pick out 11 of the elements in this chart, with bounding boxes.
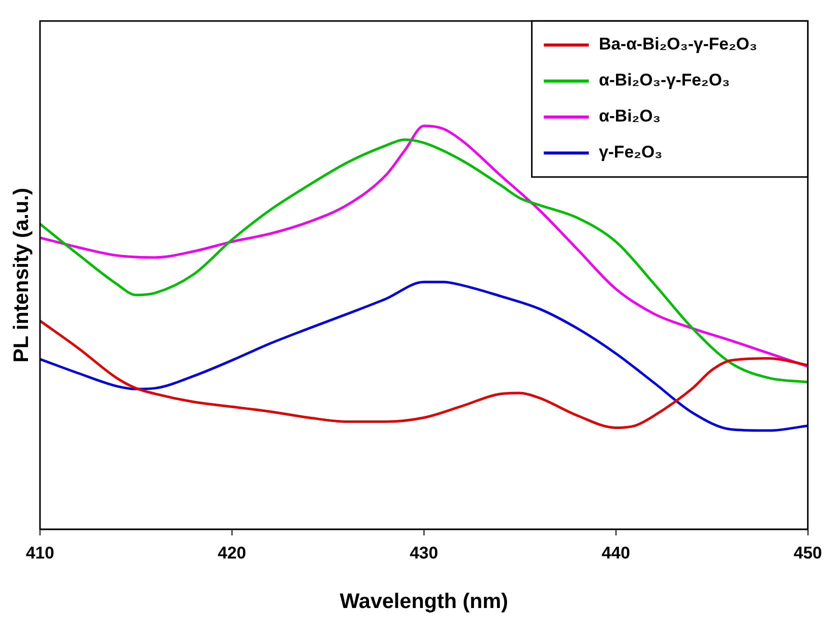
x-tick-label: 450 [794,543,822,562]
legend-label: α-Bi₂O₃ [598,106,661,126]
y-axis-title: PL intensity (a.u.) [10,188,33,363]
x-tick-label: 410 [26,543,54,562]
x-tick-label: 430 [410,543,438,562]
x-axis-title: Wavelength (nm) [340,590,508,614]
legend-label: Ba-α-Bi₂O₃-γ-Fe₂O₃ [598,34,758,54]
x-tick-label: 420 [218,543,246,562]
x-tick-label: 440 [602,543,630,562]
legend-label: α-Bi₂O₃-γ-Fe₂O₃ [598,70,730,90]
legend-label: γ-Fe₂O₃ [598,142,662,162]
